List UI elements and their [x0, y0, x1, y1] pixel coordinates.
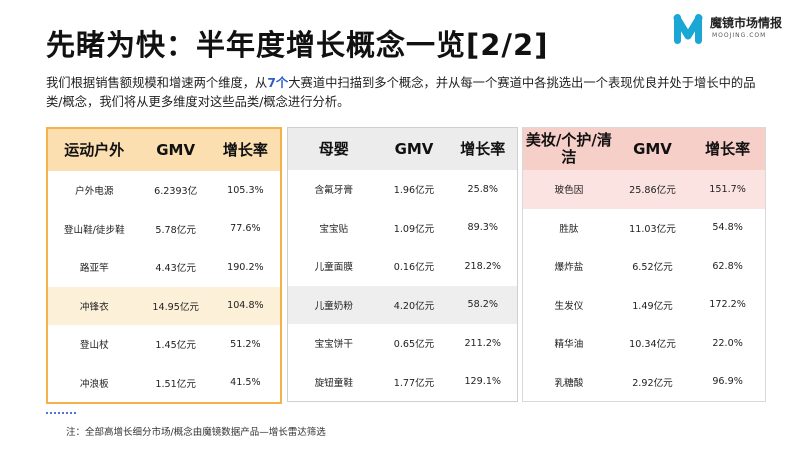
gmv-cell: 11.03亿元: [629, 223, 676, 235]
category-cell: 乳糖酸: [554, 377, 584, 389]
intro-text-1: 我们根据销售额规模和增速两个维度，从: [46, 76, 268, 90]
table-row-highlighted: 玻色因 25.86亿元 151.7%: [522, 170, 766, 209]
growth-cell: 96.9%: [712, 376, 743, 388]
growth-cell: 129.1%: [464, 376, 502, 388]
table-row: 登山杖 1.45亿元 51.2%: [47, 325, 281, 364]
gmv-cell: 1.51亿元: [155, 378, 196, 390]
growth-cell: 25.8%: [467, 183, 498, 195]
gmv-cell: 1.77亿元: [393, 377, 435, 389]
table-row: 含氟牙膏 1.96亿元 25.8%: [288, 170, 518, 209]
gmv-cell: 14.95亿元: [140, 286, 211, 325]
column-header: GMV: [379, 127, 449, 170]
gmv-cell: 1.96亿元: [393, 185, 435, 197]
gmv-cell: 10.34亿元: [629, 339, 676, 351]
gmv-cell: 1.45亿元: [155, 340, 196, 352]
gmv-cell: 0.16亿元: [393, 262, 435, 274]
table-row: 儿童面膜 0.16亿元 218.2%: [288, 247, 518, 286]
table-beauty-care: 美妆/个护/清洁 GMV 增长率 玻色因 25.86亿元 151.7% 胜肽 11.0…: [522, 127, 766, 402]
category-cell: 生发仪: [554, 300, 584, 312]
growth-cell: 218.2%: [464, 260, 502, 272]
category-cell: 路亚竿: [79, 263, 109, 275]
gmv-cell: 4.43亿元: [155, 263, 196, 275]
growth-cell: 51.2%: [230, 338, 261, 350]
category-cell: 户外电源: [75, 186, 114, 198]
column-header: 运动户外: [47, 128, 141, 171]
growth-cell: 62.8%: [712, 260, 743, 272]
growth-cell: 41.5%: [230, 377, 261, 389]
table-row: 胜肽 11.03亿元 54.8%: [523, 209, 766, 248]
table-row: 户外电源 6.2393亿 105.3%: [47, 171, 281, 210]
m-logo-icon: [673, 14, 703, 44]
intro-paragraph: 我们根据销售额规模和增速两个维度，从7个大赛道中扫描到多个概念，并从每一个赛道中…: [46, 74, 766, 112]
growth-cell: 105.3%: [227, 184, 264, 196]
growth-cell: 89.3%: [467, 222, 498, 234]
intro-highlight: 7个: [267, 76, 289, 90]
intro-text-2: 大赛道中扫描到多个概念，并从每一个赛道中各挑选出一个表现优良并处于增长中的品类/…: [46, 76, 756, 109]
table-row: 爆炸盐 6.52亿元 62.8%: [523, 247, 766, 286]
table-row: 旋钮童鞋 1.77亿元 129.1%: [288, 363, 518, 402]
category-cell: 玻色因: [522, 170, 615, 209]
column-header: 增长率: [448, 127, 518, 170]
table-row: 乳糖酸 2.92亿元 96.9%: [523, 363, 766, 402]
table-row: 宝宝贴 1.09亿元 89.3%: [288, 209, 518, 248]
table-maternal-baby: 母婴 GMV 增长率 含氟牙膏 1.96亿元 25.8% 宝宝贴 1.09亿元 89.3…: [287, 127, 518, 402]
growth-cell: 104.8%: [210, 286, 281, 325]
gmv-cell: 25.86亿元: [614, 170, 691, 209]
category-cell: 含氟牙膏: [314, 185, 353, 197]
column-header: GMV: [614, 127, 691, 170]
growth-cell: 54.8%: [712, 222, 743, 234]
category-cell: 儿童奶粉: [287, 285, 380, 324]
gmv-cell: 5.78亿元: [155, 224, 196, 236]
table-row: 生发仪 1.49亿元 172.2%: [523, 286, 766, 325]
page-title: 先睹为快：半年度增长概念一览[2/2]: [46, 28, 549, 62]
category-cell: 胜肽: [559, 223, 579, 235]
footnote: 注：全部高增长细分市场/概念由魔镜数据产品—增长雷达筛选: [66, 427, 326, 438]
column-header: 增长率: [210, 128, 281, 171]
category-cell: 旋钮童鞋: [314, 377, 353, 389]
gmv-cell: 1.09亿元: [393, 223, 435, 235]
column-header: 母婴: [287, 127, 380, 170]
gmv-cell: 2.92亿元: [632, 377, 673, 389]
table-row-highlighted: 儿童奶粉 4.20亿元 58.2%: [287, 285, 518, 324]
table-row: 登山鞋/徒步鞋 5.78亿元 77.6%: [47, 210, 281, 249]
category-cell: 宝宝饼干: [314, 339, 353, 351]
growth-cell: 22.0%: [712, 337, 743, 349]
growth-cell: 151.7%: [690, 170, 766, 209]
table-sports-outdoor: 运动户外 GMV 增长率 户外电源 6.2393亿 105.3% 登山鞋/徒步鞋 5.…: [46, 127, 282, 404]
gmv-cell: 4.20亿元: [379, 285, 449, 324]
gmv-cell: 6.52亿元: [632, 262, 673, 274]
category-cell: 登山鞋/徒步鞋: [63, 224, 125, 236]
category-cell: 宝宝贴: [319, 223, 349, 235]
category-cell: 登山杖: [79, 340, 109, 352]
table-row: 路亚竿 4.43亿元 190.2%: [47, 248, 281, 287]
column-header: GMV: [140, 128, 211, 171]
column-header: 增长率: [690, 127, 766, 170]
growth-cell: 190.2%: [227, 261, 264, 273]
gmv-cell: 6.2393亿: [154, 186, 198, 198]
growth-cell: 77.6%: [230, 223, 261, 235]
gmv-cell: 0.65亿元: [393, 339, 435, 351]
column-header: 美妆/个护/清洁: [522, 127, 615, 170]
table-row-highlighted: 冲锋衣 14.95亿元 104.8%: [47, 286, 281, 325]
category-cell: 精华油: [554, 339, 584, 351]
category-cell: 儿童面膜: [314, 262, 353, 274]
table-row: 宝宝饼干 0.65亿元 211.2%: [288, 324, 518, 363]
gmv-cell: 1.49亿元: [632, 300, 673, 312]
logo-domain: MOOJING.COM: [712, 32, 767, 39]
table-row: 精华油 10.34亿元 22.0%: [523, 324, 766, 363]
brand-logo: 魔镜市场情报 MOOJING.COM: [672, 8, 792, 48]
growth-cell: 172.2%: [709, 299, 746, 311]
growth-cell: 211.2%: [464, 337, 502, 349]
category-cell: 冲锋衣: [47, 286, 141, 325]
logo-name: 魔镜市场情报: [710, 16, 783, 30]
growth-cell: 58.2%: [448, 285, 518, 324]
dotted-separator: [46, 412, 76, 417]
category-cell: 爆炸盐: [554, 262, 584, 274]
category-cell: 冲浪板: [79, 378, 109, 390]
table-row: 冲浪板 1.51亿元 41.5%: [47, 364, 281, 404]
